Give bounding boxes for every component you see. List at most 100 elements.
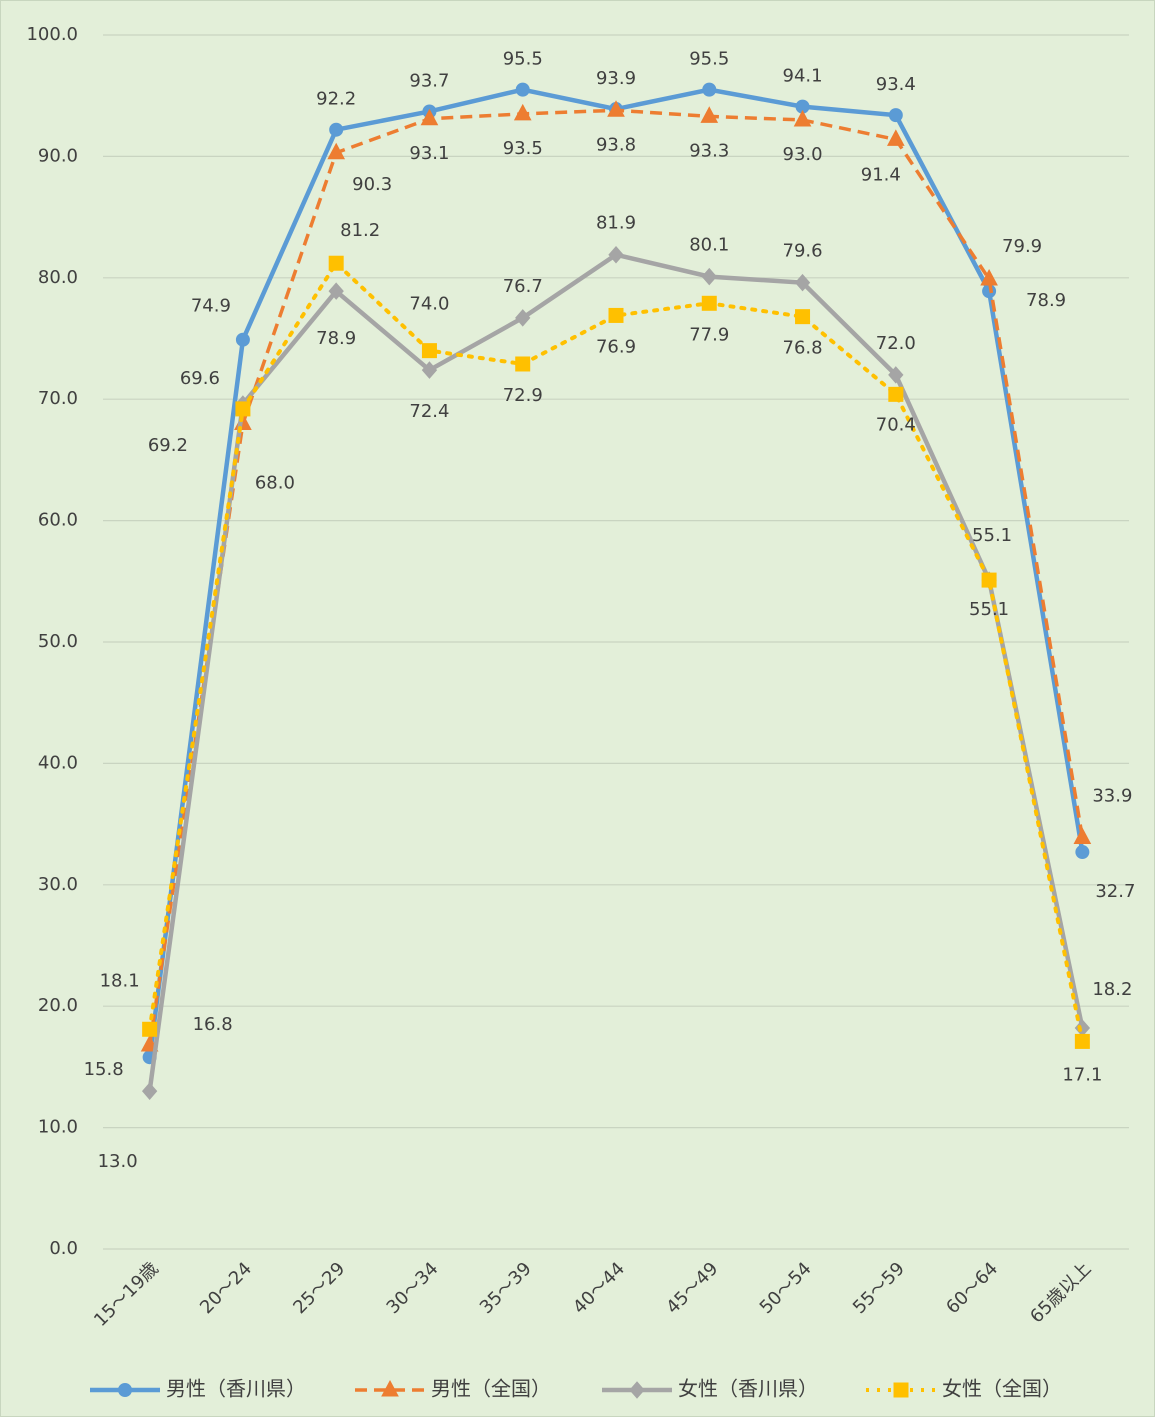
data-label: 32.7 — [1095, 881, 1135, 902]
data-label: 79.9 — [1002, 236, 1042, 257]
y-tick-label: 0.0 — [49, 1238, 78, 1259]
marker — [513, 103, 532, 121]
data-label: 95.5 — [689, 49, 729, 70]
marker — [235, 401, 251, 417]
data-label: 91.4 — [861, 164, 901, 185]
data-label: 92.2 — [316, 89, 356, 110]
data-label: 93.7 — [409, 70, 449, 91]
data-label: 80.1 — [689, 235, 729, 256]
data-label: 78.9 — [316, 328, 356, 349]
marker — [328, 282, 344, 300]
y-tick-label: 50.0 — [38, 631, 78, 652]
series-line — [147, 260, 1085, 1044]
marker — [327, 142, 346, 160]
data-label: 13.0 — [98, 1151, 138, 1172]
data-label: 76.9 — [596, 336, 636, 357]
marker — [142, 1021, 158, 1037]
data-label: 93.1 — [409, 143, 449, 164]
marker — [608, 245, 624, 264]
data-label: 93.3 — [689, 140, 729, 161]
marker — [888, 386, 904, 402]
marker — [981, 572, 997, 588]
y-tick-label: 40.0 — [38, 752, 78, 773]
marker — [421, 361, 438, 379]
marker — [701, 295, 717, 311]
marker — [1075, 845, 1090, 860]
data-label: 55.1 — [969, 599, 1009, 620]
marker — [420, 108, 439, 126]
data-label: 16.8 — [193, 1014, 233, 1035]
marker — [888, 366, 904, 384]
legend-marker — [381, 1379, 399, 1397]
data-label: 72.9 — [503, 385, 543, 406]
data-label: 18.1 — [100, 970, 140, 991]
data-label: 76.8 — [783, 338, 823, 359]
data-label: 69.6 — [180, 368, 220, 389]
marker — [702, 82, 717, 97]
marker — [141, 1082, 158, 1100]
data-label: 72.4 — [409, 401, 449, 422]
y-tick-label: 100.0 — [26, 24, 78, 45]
marker — [980, 268, 998, 286]
y-tick-label: 90.0 — [38, 145, 78, 166]
data-label: 55.1 — [972, 525, 1012, 546]
marker — [793, 109, 812, 127]
marker — [328, 255, 344, 271]
data-label: 93.0 — [783, 144, 823, 165]
data-label: 76.7 — [503, 276, 543, 297]
data-label: 93.5 — [503, 138, 543, 159]
legend-marker — [629, 1381, 645, 1399]
data-label: 94.1 — [783, 66, 823, 87]
series — [140, 100, 1092, 1052]
y-tick-label: 70.0 — [38, 388, 78, 409]
marker — [1073, 827, 1092, 844]
data-label: 93.8 — [596, 134, 636, 155]
data-label: 15.8 — [84, 1059, 124, 1080]
data-label: 93.9 — [596, 68, 636, 89]
data-label: 78.9 — [1026, 290, 1066, 311]
marker — [515, 82, 530, 97]
data-label: 93.4 — [876, 74, 916, 95]
y-tick-label: 20.0 — [38, 995, 78, 1016]
data-label: 68.0 — [255, 472, 295, 493]
data-label: 90.3 — [352, 174, 392, 195]
data-label: 77.9 — [689, 324, 729, 345]
marker — [235, 332, 250, 347]
marker — [1074, 1033, 1090, 1049]
marker — [515, 356, 531, 372]
data-label: 74.0 — [409, 294, 449, 315]
marker — [608, 307, 624, 323]
data-label: 79.6 — [783, 241, 823, 262]
y-tick-label: 80.0 — [38, 267, 78, 288]
y-tick-label: 60.0 — [38, 510, 78, 531]
marker — [886, 129, 905, 146]
data-label: 70.4 — [876, 414, 916, 435]
data-label: 74.9 — [191, 296, 231, 317]
legend-label: 女性（全国） — [942, 1377, 1062, 1401]
data-label: 81.2 — [340, 220, 380, 241]
marker — [515, 309, 531, 327]
marker — [701, 267, 717, 286]
legend-label: 女性（香川県） — [678, 1377, 818, 1401]
marker — [795, 309, 811, 325]
data-label: 18.2 — [1092, 979, 1132, 1000]
y-tick-label: 10.0 — [38, 1117, 78, 1138]
y-tick-label: 30.0 — [38, 874, 78, 895]
data-label: 72.0 — [876, 333, 916, 354]
series — [141, 245, 1091, 1100]
marker — [888, 108, 903, 123]
legend-marker — [118, 1383, 132, 1397]
series — [142, 255, 1090, 1049]
data-label: 95.5 — [503, 49, 543, 70]
data-label: 81.9 — [596, 213, 636, 234]
marker — [700, 106, 719, 123]
data-label: 17.1 — [1062, 1064, 1102, 1085]
marker — [607, 100, 625, 117]
legend-label: 男性（香川県） — [166, 1377, 306, 1401]
marker — [329, 122, 344, 137]
legend-label: 男性（全国） — [431, 1377, 551, 1401]
marker — [421, 343, 437, 359]
